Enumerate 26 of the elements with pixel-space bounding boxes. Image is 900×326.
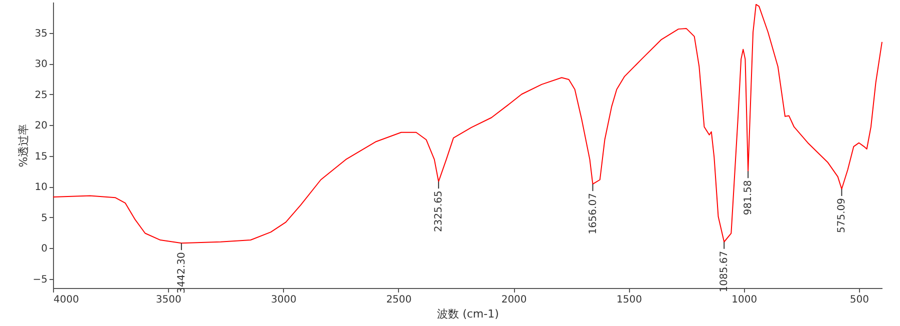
annotation: 575.09: [836, 198, 848, 233]
x-tick-label: 1000: [732, 294, 758, 306]
x-tick-label: 500: [850, 294, 870, 306]
y-tick-label: 5: [41, 212, 48, 224]
annotation: 1656.07: [588, 193, 599, 234]
y-axis-title: %透过率: [16, 124, 30, 168]
x-tick-label: 4000: [54, 294, 79, 306]
x-tick-label: 2000: [501, 294, 527, 306]
line-series: [52, 4, 882, 244]
y-tick-label: −5: [32, 274, 48, 286]
y-tick-label: 15: [34, 151, 48, 162]
y-tick-label: 25: [34, 90, 48, 101]
annotation: 981.58: [743, 180, 754, 216]
y-tick-label: 0: [41, 244, 48, 255]
y-tick-label: 10: [34, 182, 48, 194]
annotation: 1085.67: [719, 250, 730, 292]
x-tick-label: 3000: [271, 294, 297, 306]
y-tick-label: 20: [34, 120, 48, 132]
annotation: 2325.65: [434, 190, 445, 232]
y-tick-label: 35: [34, 28, 48, 40]
x-axis-title: 波数 (cm-1): [437, 308, 499, 320]
x-tick-label: 1500: [616, 294, 642, 306]
y-tick-label: 30: [34, 59, 48, 70]
annotation: 3442.30: [176, 252, 188, 294]
x-tick-label: 2500: [386, 294, 412, 306]
x-tick-label: 3500: [156, 294, 182, 306]
